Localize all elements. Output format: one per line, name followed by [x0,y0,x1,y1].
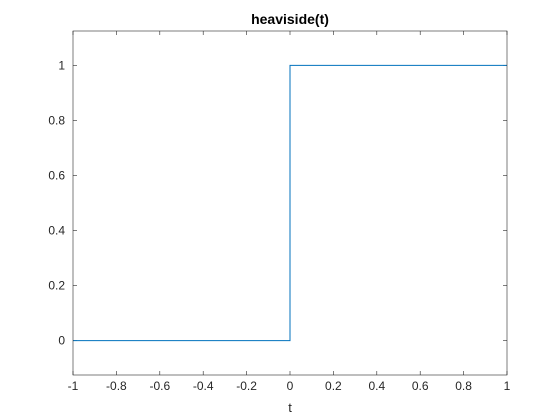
heaviside-line [73,64,507,342]
x-tick-label: -0.8 [106,379,127,393]
x-tick-label: 0.6 [412,379,429,393]
x-tick-label: 0 [287,379,294,393]
plot-area-box [72,30,508,376]
y-tick-label: 0.2 [48,279,65,293]
x-tick-label: -0.4 [193,379,214,393]
y-tick-label: 0.8 [48,113,65,127]
chart-title: heaviside(t) [251,11,329,27]
x-tick-labels: -1 -0.8 -0.6 -0.4 -0.2 0 0.2 0.4 0.6 0.8 1 [68,379,511,393]
x-tick-label: -1 [68,379,79,393]
x-tick-label: -0.6 [149,379,170,393]
x-tick-label: 0.4 [368,379,385,393]
x-tick-label: 1 [504,379,511,393]
y-tick-labels: 0 0.2 0.4 0.6 0.8 1 [48,58,65,347]
y-tick-label: 0 [58,334,65,348]
y-tick-label: 1 [58,58,65,72]
series-layer [73,64,507,342]
x-tick-label: -0.2 [236,379,257,393]
y-tick-label: 0.6 [48,168,65,182]
x-axis-label: t [288,400,292,415]
x-tick-label: 0.2 [325,379,342,393]
x-tick-label: 0.8 [455,379,472,393]
y-tick-label: 0.4 [48,224,65,238]
